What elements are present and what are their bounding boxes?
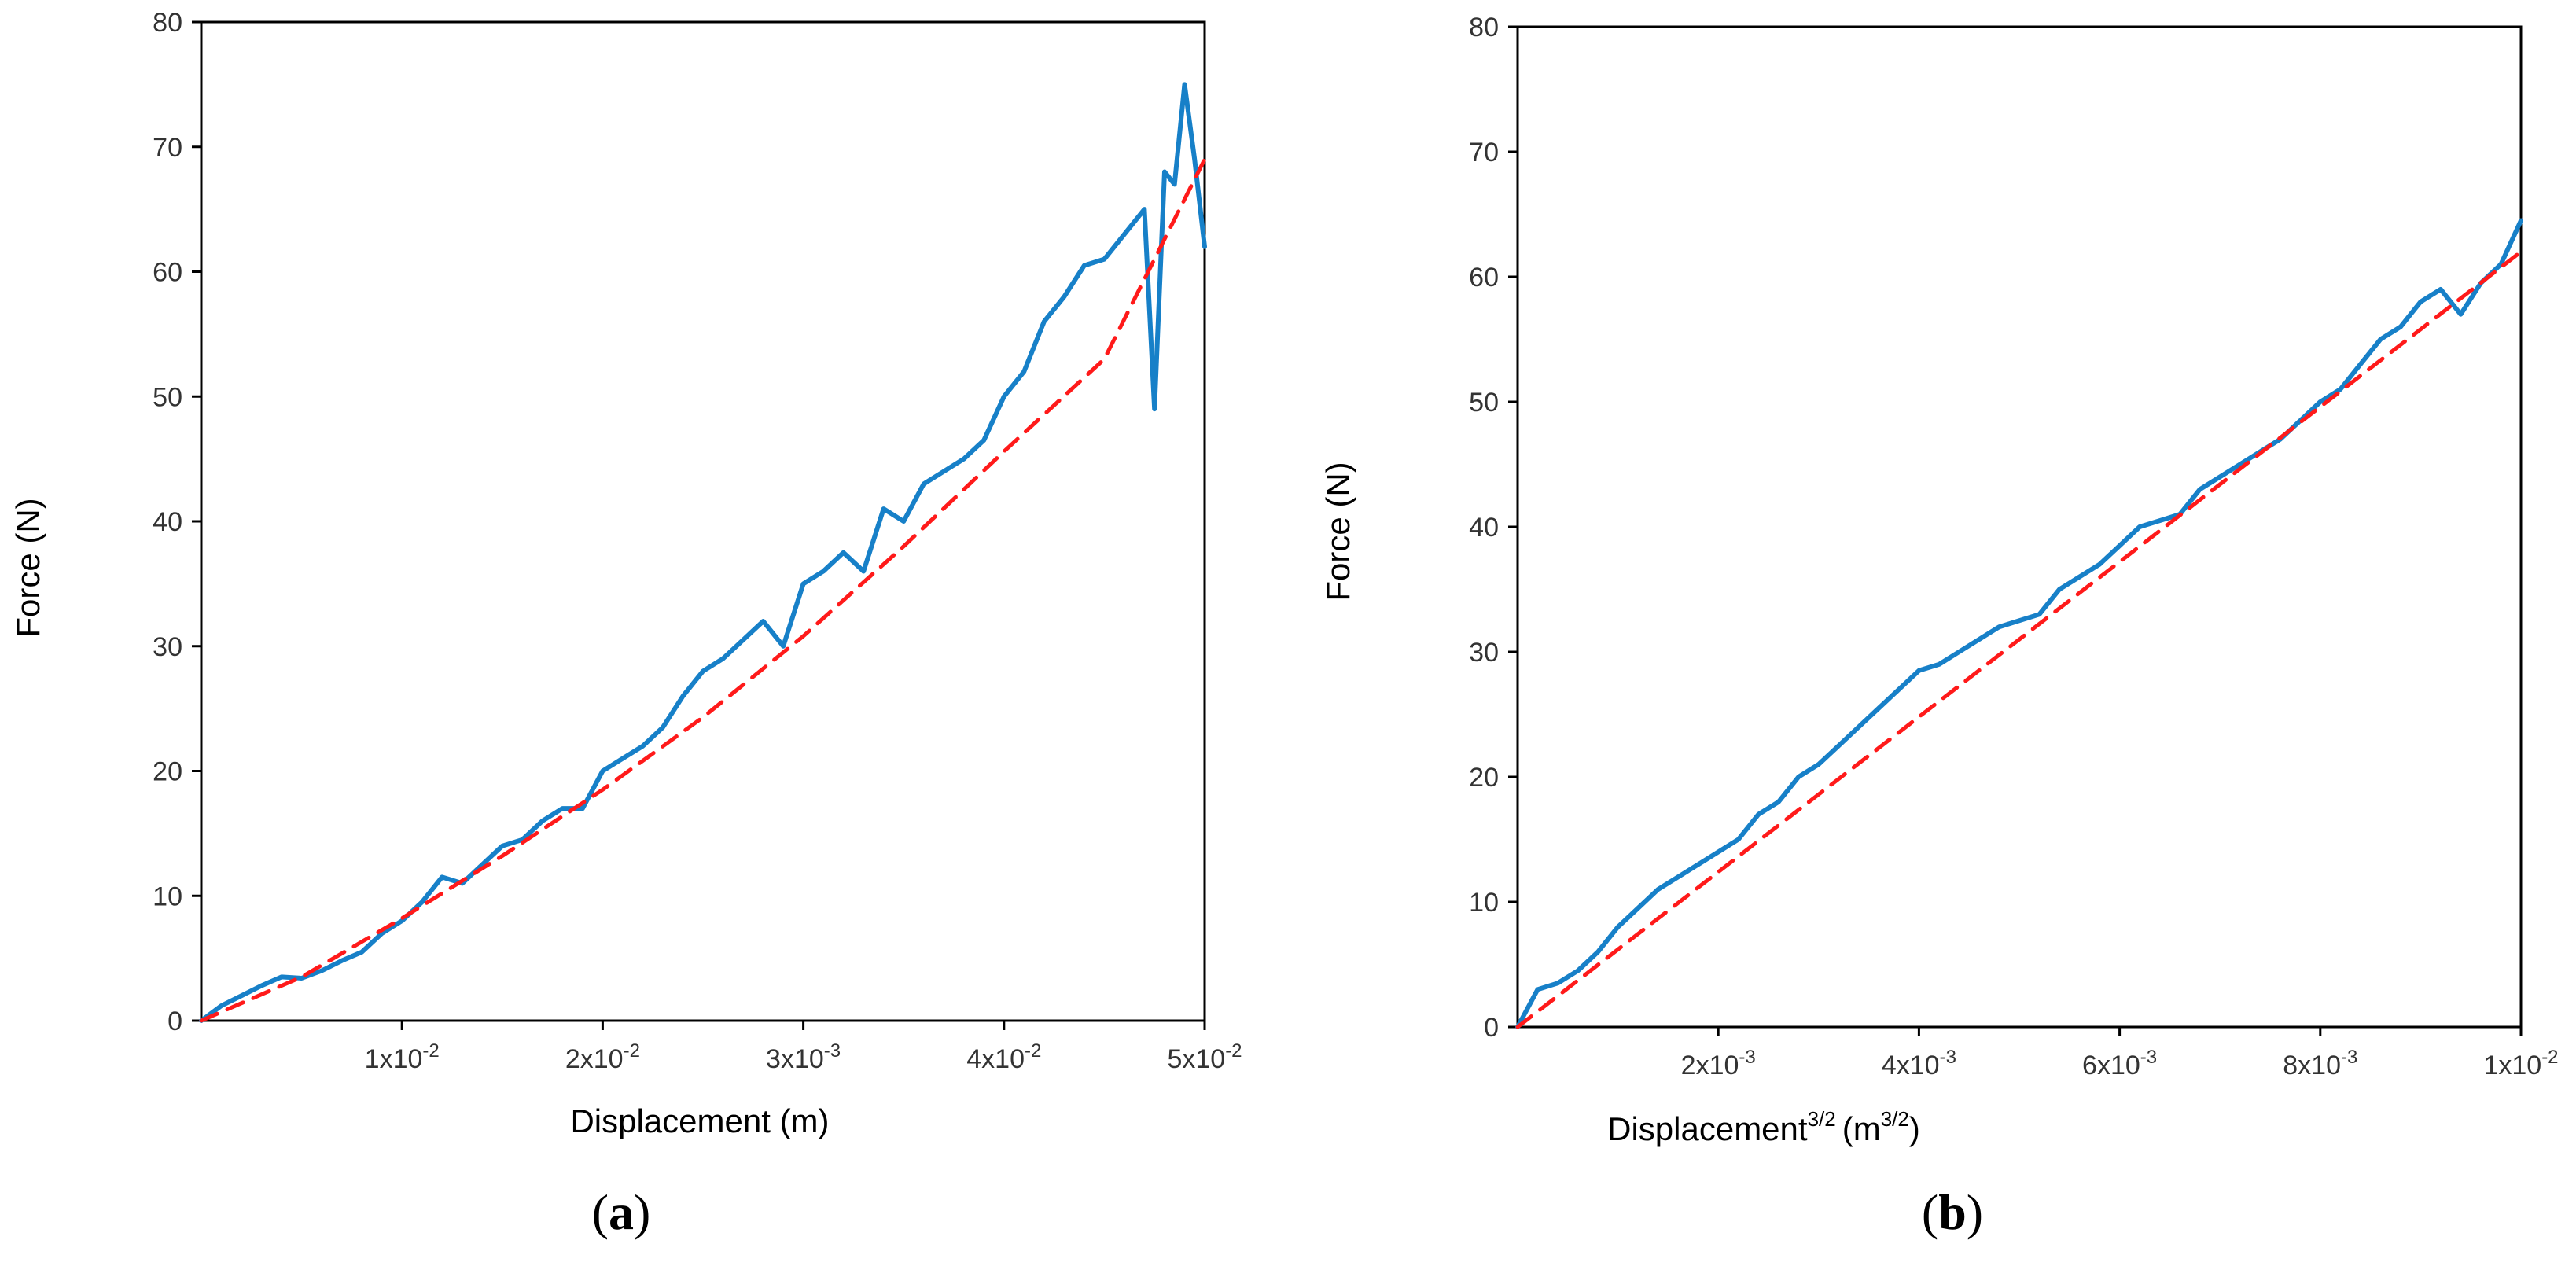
x-tick-label-b: 6x10-3 [2082,1047,2157,1080]
y-tick-label-b: 70 [1469,138,1499,167]
plot-frame-b [1516,25,2523,1029]
y-tick-label-a: 30 [153,632,182,662]
ylabel-a: Force (N) [9,498,46,637]
xlabel-b-main: Displacement [1607,1110,1808,1147]
x-tick-label-b: 2x10-3 [1681,1047,1756,1080]
x-tick-label-b: 1x10-2 [2483,1047,2558,1080]
xlabel-b-sup: 3/2 [1808,1107,1836,1131]
y-tick-label-b: 0 [1484,1013,1499,1043]
x-tick-label-a: 4x10-2 [966,1040,1041,1074]
panel-label-a: (a) [591,1184,651,1240]
xlabel-b-unit-sup: 3/2 [1881,1107,1909,1131]
x-tick-label-a: 5x10-2 [1167,1040,1242,1074]
fit-line-a [199,157,1207,1023]
panel-b: Force (N) Displacement3/2 (m3/2) 0 10 20 30 4… [1288,0,2576,1266]
y-tick-label-a: 70 [153,133,182,163]
chart-a: Force (N) Displacement (m) 0 10 20 30 40 50 60… [9,8,1242,1139]
measured-line-a [199,82,1207,1023]
xlabel-b-unit-close: ) [1909,1110,1920,1147]
y-tick-label-b: 10 [1469,888,1499,918]
y-tick-label-a: 60 [153,258,182,288]
plot-frame-a [200,20,1206,1022]
chart-b: Force (N) Displacement3/2 (m3/2) 01020304… [1319,13,2559,1147]
y-tick-label-a: 50 [153,382,182,412]
y-tick-label-a: 20 [153,757,182,787]
x-tick-label-a: 1x10-2 [365,1040,440,1074]
y-tick-label-b: 40 [1469,513,1499,543]
y-tick-label-b: 50 [1469,388,1499,418]
y-tick-label-b: 60 [1469,263,1499,293]
x-tick-label-a: 2x10-2 [565,1040,640,1074]
y-tick-label-a: 40 [153,507,182,537]
y-tick-label-a: 10 [153,881,182,911]
ylabel-b: Force (N) [1319,462,1356,601]
y-tick-label-b: 20 [1469,763,1499,793]
panel-a: Force (N) Displacement (m) 0 10 20 30 40 50 60… [9,8,1242,1240]
x-tick-label-b: 4x10-3 [1882,1047,1956,1080]
x-tick-label-b: 8x10-3 [2283,1047,2357,1080]
xlabel-b-unit-open: (m [1842,1110,1881,1147]
measured-line-b [1515,218,2523,1029]
y-tick-label-a: 80 [153,8,182,38]
xlabel-b: Displacement3/2 (m3/2) [1607,1107,1920,1147]
fit-line-b [1515,249,2523,1029]
panel-label-b: (b) [1921,1184,1984,1240]
y-tick-label-a: 0 [167,1007,182,1036]
x-tick-label-a: 3x10-3 [766,1040,841,1074]
y-tick-label-b: 80 [1469,13,1499,42]
xlabel-a: Displacement (m) [570,1102,829,1139]
y-tick-label-b: 30 [1469,638,1499,668]
